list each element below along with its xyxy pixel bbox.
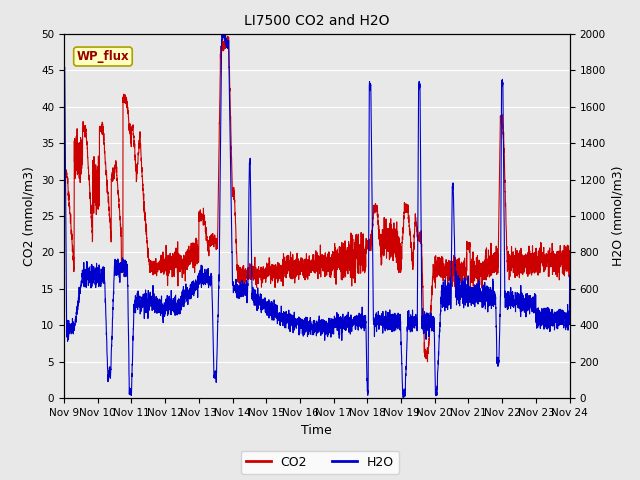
Title: LI7500 CO2 and H2O: LI7500 CO2 and H2O [244,14,390,28]
X-axis label: Time: Time [301,424,332,437]
Y-axis label: CO2 (mmol/m3): CO2 (mmol/m3) [22,166,35,266]
CO2 [298,259,305,265]
H2O [430,314,438,320]
CO2 [224,34,232,39]
CO2 [430,268,438,274]
Line: CO2: CO2 [64,36,570,362]
H2O [399,395,407,400]
Legend: CO2, H2O: CO2, H2O [241,451,399,474]
H2O [565,316,573,322]
CO2 [402,201,410,207]
CO2 [566,260,573,266]
H2O [218,31,226,36]
CO2 [151,266,159,272]
H2O [566,273,573,278]
Y-axis label: H2O (mmol/m3): H2O (mmol/m3) [611,166,624,266]
Line: H2O: H2O [64,34,570,397]
CO2 [459,276,467,282]
H2O [60,68,68,74]
CO2 [60,170,68,176]
H2O [402,370,410,376]
Text: WP_flux: WP_flux [77,50,129,63]
H2O [459,300,467,306]
H2O [151,310,159,316]
CO2 [424,359,431,365]
H2O [298,322,305,328]
CO2 [565,274,573,280]
